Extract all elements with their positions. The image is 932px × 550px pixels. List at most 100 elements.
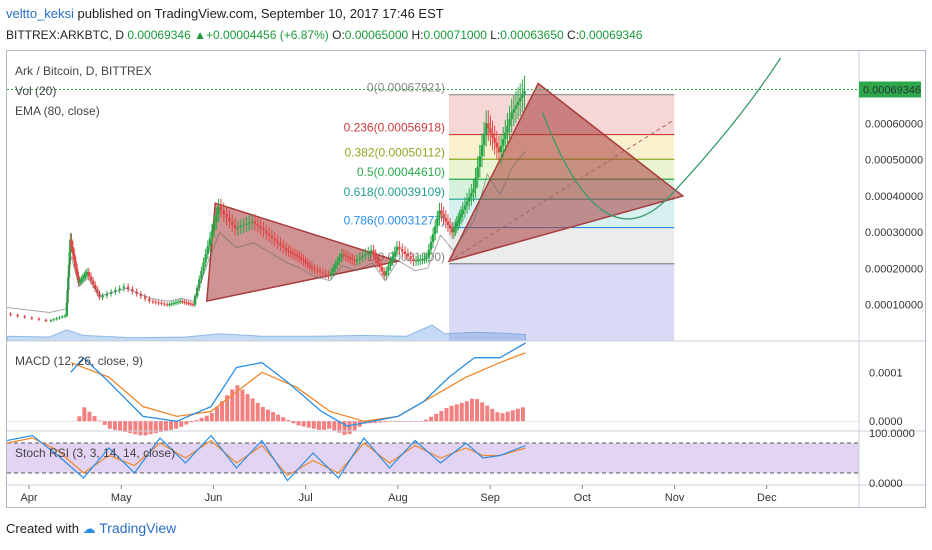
candle-body bbox=[334, 264, 337, 269]
candle-body bbox=[74, 261, 77, 269]
x-tick-label: May bbox=[111, 492, 132, 504]
tradingview-brand[interactable]: TradingView bbox=[99, 520, 177, 536]
candle-body bbox=[380, 267, 384, 272]
candle-body bbox=[70, 239, 73, 247]
macd-histogram-bar bbox=[163, 421, 168, 431]
candle-body bbox=[358, 257, 361, 260]
candle-body bbox=[273, 238, 276, 241]
price-tick-label: 0.00030000 bbox=[865, 227, 923, 239]
macd-histogram-bar bbox=[255, 402, 260, 422]
stoch-k-line bbox=[7, 434, 526, 482]
chart-svg[interactable]: 0(0.00067921) 0.236(0.00056918) 0.382(0.00… bbox=[7, 51, 925, 507]
chart-frame[interactable]: 0(0.00067921) 0.236(0.00056918) 0.382(0.00… bbox=[6, 50, 926, 508]
candle-body bbox=[279, 243, 282, 246]
candle-body bbox=[172, 302, 176, 304]
x-tick-label: Apr bbox=[20, 492, 37, 504]
macd-tick-label: 0.0000 bbox=[869, 416, 903, 428]
author-link[interactable]: veltto_keksi bbox=[6, 6, 74, 21]
candle-body bbox=[346, 256, 350, 258]
candle-body bbox=[73, 253, 76, 262]
macd-histogram-bar bbox=[500, 413, 505, 422]
price-tick-label: 0.00060000 bbox=[865, 118, 923, 130]
x-tick-label: Dec bbox=[757, 492, 777, 504]
candle-body bbox=[44, 319, 48, 322]
candle-body bbox=[206, 246, 210, 254]
symbol-label: BITTREX:ARKBTC, D bbox=[6, 28, 125, 42]
macd-histogram-bar bbox=[199, 417, 204, 422]
candle-body bbox=[181, 301, 184, 303]
candle-body bbox=[327, 274, 330, 276]
triangle-pattern bbox=[447, 82, 685, 263]
macd-histogram-bar bbox=[204, 415, 209, 422]
candle-body bbox=[336, 261, 339, 265]
candle-body bbox=[189, 303, 193, 305]
candle-body bbox=[183, 301, 186, 303]
close-label: C: bbox=[567, 28, 580, 42]
tradingview-logo-icon: ☁ bbox=[82, 521, 96, 536]
macd-histogram-bar bbox=[82, 407, 87, 422]
candle-body bbox=[369, 250, 373, 253]
macd-signal-line bbox=[70, 352, 526, 422]
macd-histogram-bar bbox=[291, 421, 296, 424]
macd-histogram-bar bbox=[301, 421, 306, 427]
candle-body bbox=[419, 259, 422, 261]
candle-body bbox=[122, 286, 126, 289]
macd-histogram-bar bbox=[311, 421, 316, 429]
candle-body bbox=[262, 228, 265, 231]
candle-body bbox=[84, 273, 87, 276]
candle-body bbox=[178, 301, 182, 303]
macd-histogram-bar bbox=[123, 421, 128, 433]
macd-histogram-bar bbox=[393, 421, 398, 422]
candle-body bbox=[49, 320, 53, 322]
macd-histogram-bar bbox=[413, 421, 418, 422]
macd-histogram-bar bbox=[174, 421, 179, 429]
candle-body bbox=[165, 304, 169, 306]
candle-body bbox=[324, 273, 327, 275]
candle-body bbox=[374, 254, 377, 259]
candle-body bbox=[198, 279, 201, 288]
price-tick-label: 0.00020000 bbox=[865, 263, 923, 275]
price-tick-label: 0.00050000 bbox=[865, 155, 923, 167]
macd-histogram-bar bbox=[510, 410, 515, 422]
candle-body bbox=[318, 270, 322, 273]
macd-histogram-bar bbox=[158, 421, 163, 433]
macd-histogram-bar bbox=[316, 421, 321, 430]
candle-body bbox=[403, 251, 407, 254]
candle-body bbox=[253, 221, 257, 224]
low-value: 0.00063650 bbox=[500, 28, 564, 42]
candle-body bbox=[478, 156, 482, 167]
candle-body bbox=[506, 125, 509, 133]
candle-body bbox=[61, 316, 64, 318]
stoch-tick-label: 0.0000 bbox=[869, 478, 903, 490]
macd-histogram-bar bbox=[235, 385, 240, 422]
fib-label: 0.786(0.00031277) bbox=[344, 214, 445, 228]
macd-histogram-bar bbox=[444, 408, 449, 422]
ema-legend: EMA (80, close) bbox=[15, 104, 100, 118]
candle-body bbox=[289, 251, 292, 253]
price-tick-label: 0.00010000 bbox=[865, 300, 923, 312]
candle-body bbox=[459, 214, 463, 218]
macd-histogram-bar bbox=[184, 421, 189, 425]
candle-body bbox=[504, 132, 507, 140]
candle-body bbox=[222, 210, 225, 215]
candle-body bbox=[276, 240, 279, 244]
macd-line bbox=[70, 342, 526, 427]
candle-body bbox=[476, 166, 479, 178]
candle-body bbox=[512, 108, 516, 113]
macd-histogram-bar bbox=[378, 421, 383, 423]
candle-body bbox=[163, 303, 166, 305]
macd-histogram-bar bbox=[286, 419, 291, 422]
x-tick-label: Aug bbox=[388, 492, 408, 504]
footer: Created with ☁ TradingView bbox=[6, 520, 176, 537]
x-tick-label: Sep bbox=[480, 492, 500, 504]
candle-body bbox=[291, 252, 295, 254]
up-arrow-icon: ▲ bbox=[194, 28, 206, 42]
candle-body bbox=[295, 255, 299, 257]
candle-body bbox=[491, 133, 494, 138]
candle-body bbox=[9, 313, 12, 316]
candle-body bbox=[344, 255, 348, 257]
candle-body bbox=[495, 142, 499, 148]
macd-histogram-bar bbox=[138, 421, 143, 436]
macd-tick-label: 0.0001 bbox=[869, 367, 903, 379]
candle-body bbox=[250, 221, 254, 223]
